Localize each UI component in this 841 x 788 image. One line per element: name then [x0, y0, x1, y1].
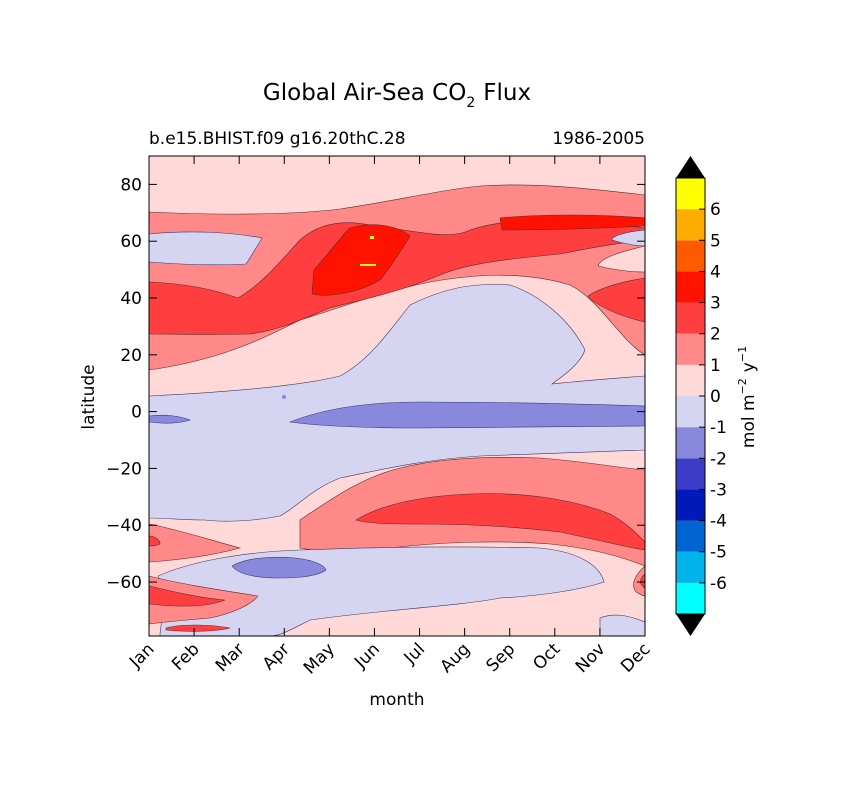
colorbar-segment — [676, 209, 705, 241]
y-tick-label: −20 — [106, 459, 142, 479]
contour-southern-core-2 — [355, 493, 645, 551]
colorbar-label-main: mol m — [739, 394, 759, 448]
colorbar-segment — [676, 178, 705, 210]
x-tick-label: Nov — [572, 639, 610, 677]
colorbar-tick-label: 5 — [710, 231, 721, 251]
right-subtitle: 1986-2005 — [552, 129, 645, 149]
contour-north-east-low2 — [597, 245, 645, 273]
colorbar-segment — [676, 489, 705, 521]
colorbar-segment — [676, 240, 705, 272]
colorbar-segment — [676, 302, 705, 334]
colorbar-under-triangle — [676, 614, 705, 636]
contour-north-winter-low — [149, 231, 263, 266]
colorbar-tick-label: -5 — [710, 543, 727, 563]
x-tick-label: Feb — [168, 639, 203, 674]
chart-title-main: Global Air-Sea CO — [263, 80, 466, 106]
contour-antarctic-east-1 — [633, 565, 645, 597]
colorbar-tick-label: -6 — [710, 574, 727, 594]
y-tick-label: 60 — [120, 232, 142, 252]
x-tick-label: Aug — [437, 639, 475, 677]
y-tick-label: 40 — [120, 289, 142, 309]
colorbar-tick-label: -3 — [710, 480, 727, 500]
colorbar-label-exp1: −2 — [736, 378, 749, 394]
chart-title-tail: Flux — [483, 80, 531, 106]
colorbar-tick-label: 6 — [710, 200, 721, 220]
x-tick-label: Dec — [617, 639, 654, 676]
contour-southern-east-low — [599, 614, 645, 636]
contour-antarctic-bottom-2 — [165, 624, 231, 632]
x-tick-label: Jan — [125, 639, 158, 672]
left-subtitle: b.e15.BHIST.f09 g16.20thC.28 — [149, 129, 406, 149]
contour-equatorial-west — [149, 414, 191, 424]
chart-title-subscript: 2 — [466, 95, 475, 111]
contour-north-east-low — [611, 229, 645, 247]
colorbar-segment — [676, 396, 705, 428]
plot-frame — [148, 155, 646, 637]
y-axis-label: latitude — [79, 364, 99, 429]
x-tick-label: Oct — [529, 639, 564, 674]
colorbar-over-triangle — [676, 156, 705, 178]
x-tick-label: May — [300, 639, 339, 678]
contour-north-peak-3b — [499, 214, 645, 231]
colorbar-segment — [676, 271, 705, 303]
y-tick-label: 20 — [120, 346, 142, 366]
x-tick-label: Mar — [212, 639, 249, 676]
y-tick-label: 80 — [120, 175, 142, 195]
colorbar-segment — [676, 427, 705, 459]
colorbar-tick-label: 1 — [710, 356, 721, 376]
colorbar-tick-label: 3 — [710, 294, 721, 314]
y-tick-label: −60 — [106, 573, 142, 593]
x-axis-label: month — [369, 690, 424, 710]
contour-southern-ocean-deep-low — [231, 556, 327, 579]
x-tick-label: Jul — [400, 639, 429, 668]
x-tick-label: Jun — [350, 639, 384, 673]
colorbar: -6 -5 -4 -3 -2 -1 0 1 2 3 4 5 6 — [675, 156, 727, 636]
y-tick-label: −40 — [106, 516, 142, 536]
colorbar-segment — [676, 551, 705, 583]
colorbar-segment — [676, 582, 705, 614]
colorbar-label: mol m−2 y−1 — [736, 346, 759, 448]
x-tick-label: Sep — [482, 639, 519, 676]
contour-peak-yellow-dot — [370, 236, 374, 239]
contour-peak-yellow-dash — [360, 264, 376, 266]
colorbar-tick-label: 4 — [710, 262, 721, 282]
chart-title: Global Air-Sea CO2 Flux — [263, 80, 531, 111]
colorbar-tick-label: -1 — [710, 418, 727, 438]
colorbar-segment — [676, 458, 705, 490]
y-tick-label: 0 — [131, 403, 142, 423]
colorbar-label-exp2: −1 — [736, 346, 749, 362]
colorbar-tick-label: 2 — [710, 325, 721, 345]
contour-plot-area — [149, 156, 645, 636]
contour-equatorial-upwelling — [288, 401, 645, 429]
colorbar-segment — [676, 333, 705, 365]
colorbar-tick-label: -4 — [710, 512, 727, 532]
contour-speck — [282, 395, 286, 399]
colorbar-segment — [676, 364, 705, 396]
contour-southern-west-1 — [149, 523, 242, 563]
y-axis: 80 60 40 20 0 −20 −40 −60 — [106, 175, 645, 593]
contour-southern-west-core-2 — [149, 535, 161, 547]
colorbar-segment — [676, 520, 705, 552]
colorbar-tick-label: -2 — [710, 449, 727, 469]
contour-north-peak-3a — [311, 224, 411, 296]
contour-antarctic-edge-2 — [149, 585, 226, 607]
contour-east-core-2 — [587, 277, 645, 323]
x-tick-label: Apr — [259, 639, 294, 674]
colorbar-label-mid: y — [739, 362, 759, 372]
colorbar-tick-label: 0 — [710, 387, 721, 407]
